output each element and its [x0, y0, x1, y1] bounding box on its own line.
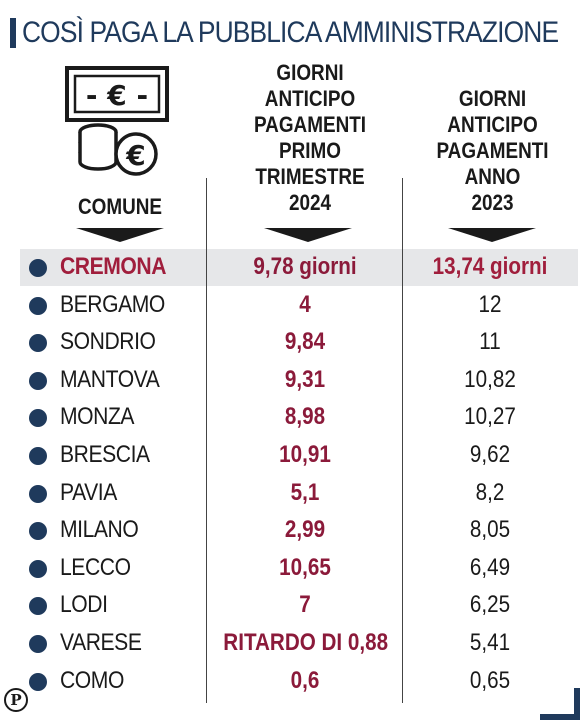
- table-row: BRESCIA 10,91 9,62: [20, 437, 578, 474]
- value-year-2023: 8,2: [475, 478, 505, 506]
- value-year-2023: 11: [479, 328, 501, 356]
- value-q1-2024: 9,31: [284, 365, 326, 393]
- euro-banknote-icon: - € -: [65, 66, 169, 122]
- header-comune: COMUNE: [77, 194, 163, 219]
- value-year-2023: 6,25: [469, 591, 511, 619]
- header-2023-line: ANTICIPO: [447, 112, 538, 137]
- bullet-dot: [29, 296, 47, 315]
- value-year-2023: 12: [478, 290, 502, 318]
- corner-accent: [540, 714, 580, 720]
- table-row: SONDRIO 9,84 11: [20, 324, 578, 361]
- value-year-2023: 10,27: [464, 403, 516, 431]
- value-year-2023: 5,41: [469, 629, 511, 656]
- city-name: COMO: [60, 666, 124, 694]
- value-q1-2024: 5,1: [290, 478, 320, 506]
- header-2023-line: PAGAMENTI: [436, 138, 549, 163]
- value-q1-2024: 8,98: [284, 403, 326, 431]
- bullet-dot: [29, 371, 47, 390]
- header-arrow: [76, 228, 164, 242]
- table-row: MANTOVA 9,31 10,82: [20, 362, 578, 399]
- city-name: BRESCIA: [60, 441, 150, 468]
- value-q1-2024: RITARDO DI 0,88: [223, 629, 389, 656]
- city-name: MANTOVA: [60, 365, 160, 393]
- value-q1-2024: 10,91: [279, 441, 331, 468]
- corner-accent: [574, 688, 580, 720]
- value-year-2023: 6,49: [469, 553, 511, 581]
- value-q1-2024: 9,78 giorni: [253, 253, 357, 280]
- header-q1-line: TRIMESTRE: [255, 164, 365, 189]
- table-row: MILANO 2,99 8,05: [20, 512, 578, 549]
- column-divider: [402, 178, 403, 703]
- value-year-2023: 0,65: [469, 666, 511, 694]
- city-name: VARESE: [60, 629, 142, 656]
- value-year-2023: 10,82: [464, 365, 516, 393]
- money-icon: - € - €: [65, 66, 169, 176]
- value-year-2023: 9,62: [469, 441, 511, 468]
- value-year-2023: 8,05: [469, 516, 511, 544]
- header-2023-line: ANNO: [464, 164, 521, 189]
- bullet-dot: [29, 409, 47, 428]
- value-q1-2024: 2,99: [284, 516, 326, 544]
- coin-symbol: €: [125, 139, 145, 172]
- bullet-dot: [29, 334, 47, 353]
- header-2023-line: GIORNI: [458, 86, 527, 111]
- table-row: VARESE RITARDO DI 0,88 5,41: [20, 625, 578, 662]
- table-row: LECCO 10,65 6,49: [20, 550, 578, 587]
- table-row: COMO 0,6 0,65: [20, 663, 578, 700]
- header-q1-line: ANTICIPO: [264, 86, 356, 111]
- table-row: BERGAMO 4 12: [20, 287, 578, 324]
- table-row: PAVIA 5,1 8,2: [20, 475, 578, 512]
- bullet-dot: [29, 597, 47, 616]
- header-2023-line: 2023: [471, 190, 514, 215]
- city-name: LODI: [60, 591, 108, 619]
- city-name: PAVIA: [60, 478, 117, 506]
- city-name: CREMONA: [60, 253, 167, 280]
- header-q1-2024: GIORNI ANTICIPO PAGAMENTI PRIMO TRIMESTR…: [228, 60, 391, 216]
- bullet-dot: [29, 484, 47, 503]
- value-q1-2024: 0,6: [290, 666, 320, 694]
- header-q1-line: PRIMO: [278, 138, 342, 163]
- bullet-dot: [29, 559, 47, 578]
- city-name: LECCO: [60, 553, 131, 581]
- euro-coins-icon: €: [78, 123, 158, 176]
- column-divider: [206, 178, 207, 703]
- header-year-2023: GIORNI ANTICIPO PAGAMENTI ANNO 2023: [422, 86, 564, 216]
- value-year-2023: 13,74 giorni: [432, 253, 548, 280]
- bullet-dot: [29, 635, 47, 653]
- publisher-logo: P: [4, 688, 28, 712]
- banknote-symbol: - € -: [86, 79, 148, 112]
- title-accent-bar: [10, 18, 16, 48]
- city-name: SONDRIO: [60, 328, 156, 356]
- city-name: MILANO: [60, 516, 139, 544]
- bullet-dot: [29, 259, 47, 277]
- header-q1-line: 2024: [288, 190, 332, 215]
- value-q1-2024: 7: [299, 591, 311, 619]
- bullet-dot: [29, 522, 47, 541]
- city-name: MONZA: [60, 403, 135, 431]
- value-q1-2024: 9,84: [284, 328, 326, 356]
- header-q1-line: GIORNI: [276, 60, 344, 85]
- table-row: LODI 7 6,25: [20, 587, 578, 624]
- table-row: CREMONA 9,78 giorni 13,74 giorni: [20, 249, 578, 286]
- city-name: BERGAMO: [60, 290, 165, 318]
- table-row: MONZA 8,98 10,27: [20, 399, 578, 436]
- page-title: COSÌ PAGA LA PUBBLICA AMMINISTRAZIONE: [22, 16, 559, 49]
- header-arrow: [448, 228, 536, 242]
- bullet-dot: [29, 672, 47, 691]
- header-q1-line: PAGAMENTI: [253, 112, 367, 137]
- value-q1-2024: 10,65: [279, 553, 331, 581]
- header-arrow: [264, 228, 352, 242]
- bullet-dot: [29, 447, 47, 465]
- value-q1-2024: 4: [299, 290, 311, 318]
